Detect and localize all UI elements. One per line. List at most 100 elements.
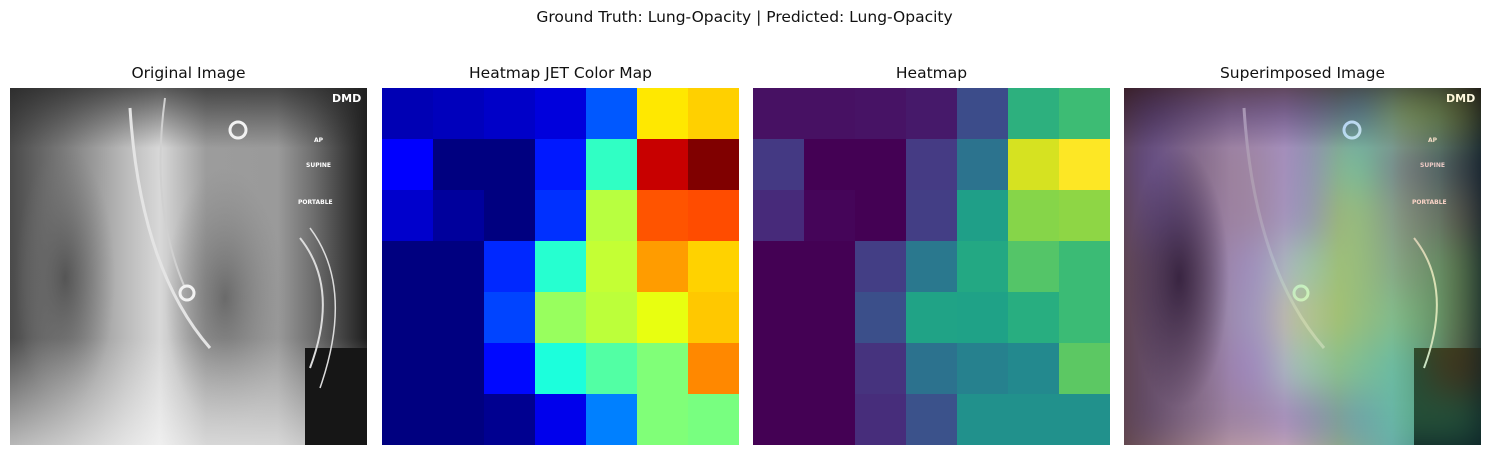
viridis-heatmap-cell bbox=[753, 343, 804, 394]
viridis-heatmap-cell bbox=[855, 241, 906, 292]
viridis-heatmap-cell bbox=[804, 292, 855, 343]
overlay-heatmap-cell bbox=[1277, 343, 1328, 394]
viridis-heatmap-cell bbox=[804, 190, 855, 241]
overlay-heatmap-cell bbox=[1430, 190, 1481, 241]
figure-suptitle: Ground Truth: Lung-Opacity | Predicted: … bbox=[536, 8, 953, 26]
superimposed-image: DMD AP SUPINE PORTABLE bbox=[1124, 88, 1481, 445]
viridis-heatmap-cell bbox=[804, 394, 855, 445]
overlay-heatmap-cell bbox=[1226, 190, 1277, 241]
overlay-heatmap-cell bbox=[1430, 139, 1481, 190]
jet-heatmap-cell bbox=[637, 139, 688, 190]
jet-heatmap-cell bbox=[637, 88, 688, 139]
viridis-heatmap-cell bbox=[855, 190, 906, 241]
jet-heatmap-cell bbox=[382, 139, 433, 190]
jet-heatmap-cell bbox=[688, 292, 739, 343]
overlay-heatmap-cell bbox=[1124, 241, 1175, 292]
jet-heatmap-cell bbox=[586, 88, 637, 139]
overlay-heatmap-cell bbox=[1379, 190, 1430, 241]
viridis-heatmap-cell bbox=[1008, 394, 1059, 445]
viridis-heatmap-cell bbox=[1008, 292, 1059, 343]
overlay-heatmap-cell bbox=[1328, 88, 1379, 139]
viridis-heatmap-cell bbox=[957, 241, 1008, 292]
viridis-heatmap-cell bbox=[1008, 241, 1059, 292]
overlay-heatmap-cell bbox=[1430, 394, 1481, 445]
jet-heatmap-cell bbox=[535, 190, 586, 241]
viridis-heatmap-cell bbox=[753, 190, 804, 241]
jet-heatmap-cell bbox=[688, 88, 739, 139]
viridis-heatmap-cell bbox=[957, 88, 1008, 139]
viridis-heatmap-cell bbox=[855, 394, 906, 445]
overlay-heatmap-cell bbox=[1226, 88, 1277, 139]
viridis-heatmap-cell bbox=[1008, 88, 1059, 139]
jet-heatmap-cell bbox=[637, 343, 688, 394]
jet-heatmap-cell bbox=[688, 343, 739, 394]
viridis-heatmap-cell bbox=[855, 292, 906, 343]
overlay-heatmap-cell bbox=[1175, 343, 1226, 394]
viridis-heatmap-cell bbox=[1059, 241, 1110, 292]
jet-heatmap-cell bbox=[433, 292, 484, 343]
overlay-heatmap-cell bbox=[1226, 394, 1277, 445]
jet-heatmap-cell bbox=[484, 292, 535, 343]
jet-heatmap-cell bbox=[535, 343, 586, 394]
viridis-heatmap-cell bbox=[1059, 292, 1110, 343]
jet-heatmap-cell bbox=[382, 190, 433, 241]
panel-title-viridis: Heatmap bbox=[895, 64, 968, 82]
viridis-heatmap-cell bbox=[906, 190, 957, 241]
viridis-heatmap-cell bbox=[1059, 88, 1110, 139]
xray-label-ap: AP bbox=[314, 137, 324, 144]
jet-heatmap-cell bbox=[382, 88, 433, 139]
viridis-heatmap-cell bbox=[906, 88, 957, 139]
viridis-heatmap-cell bbox=[906, 292, 957, 343]
jet-heatmap-cell bbox=[688, 139, 739, 190]
overlay-heatmap-cell bbox=[1277, 139, 1328, 190]
jet-heatmap-cell bbox=[637, 241, 688, 292]
superimposed-heatmap-overlay bbox=[1124, 88, 1481, 445]
viridis-heatmap-cell bbox=[1008, 139, 1059, 190]
overlay-heatmap-cell bbox=[1328, 241, 1379, 292]
overlay-heatmap-cell bbox=[1226, 241, 1277, 292]
viridis-heatmap-cell bbox=[1059, 343, 1110, 394]
overlay-heatmap-cell bbox=[1379, 394, 1430, 445]
jet-heatmap-cell bbox=[484, 343, 535, 394]
overlay-heatmap-cell bbox=[1175, 88, 1226, 139]
jet-heatmap-cell bbox=[433, 343, 484, 394]
viridis-heatmap-cell bbox=[906, 139, 957, 190]
overlay-heatmap-cell bbox=[1175, 190, 1226, 241]
jet-heatmap-cell bbox=[535, 394, 586, 445]
viridis-heatmap-cell bbox=[906, 394, 957, 445]
panel-title-original: Original Image bbox=[131, 64, 246, 82]
jet-heatmap-cell bbox=[637, 292, 688, 343]
viridis-heatmap-cell bbox=[753, 394, 804, 445]
overlay-heatmap-cell bbox=[1328, 394, 1379, 445]
viridis-heatmap-cell bbox=[1059, 394, 1110, 445]
viridis-heatmap-cell bbox=[753, 292, 804, 343]
overlay-heatmap-cell bbox=[1124, 292, 1175, 343]
jet-heatmap-cell bbox=[586, 139, 637, 190]
overlay-heatmap-cell bbox=[1124, 190, 1175, 241]
overlay-heatmap-cell bbox=[1379, 241, 1430, 292]
overlay-heatmap-cell bbox=[1124, 139, 1175, 190]
overlay-heatmap-cell bbox=[1226, 343, 1277, 394]
viridis-heatmap-cell bbox=[957, 292, 1008, 343]
overlay-heatmap-cell bbox=[1430, 241, 1481, 292]
jet-heatmap-cell bbox=[586, 190, 637, 241]
panel-jet: Heatmap JET Color Map bbox=[382, 62, 739, 445]
panel-viridis: Heatmap bbox=[753, 62, 1110, 445]
viridis-heatmap-cell bbox=[1008, 190, 1059, 241]
xray-label-corner: DMD bbox=[332, 92, 361, 105]
superimposed-label-portable: PORTABLE bbox=[1412, 199, 1447, 206]
jet-heatmap-cell bbox=[484, 241, 535, 292]
overlay-heatmap-cell bbox=[1277, 292, 1328, 343]
jet-heatmap-cell bbox=[484, 394, 535, 445]
overlay-heatmap-cell bbox=[1328, 292, 1379, 343]
jet-heatmap-cell bbox=[688, 190, 739, 241]
overlay-heatmap-cell bbox=[1226, 139, 1277, 190]
overlay-heatmap-cell bbox=[1277, 394, 1328, 445]
viridis-heatmap-cell bbox=[804, 343, 855, 394]
overlay-heatmap-cell bbox=[1379, 88, 1430, 139]
overlay-heatmap-cell bbox=[1430, 292, 1481, 343]
superimposed-label-ap: AP bbox=[1428, 137, 1438, 144]
jet-heatmap-cell bbox=[382, 394, 433, 445]
overlay-heatmap-cell bbox=[1277, 241, 1328, 292]
panel-title-superimposed: Superimposed Image bbox=[1219, 64, 1386, 82]
